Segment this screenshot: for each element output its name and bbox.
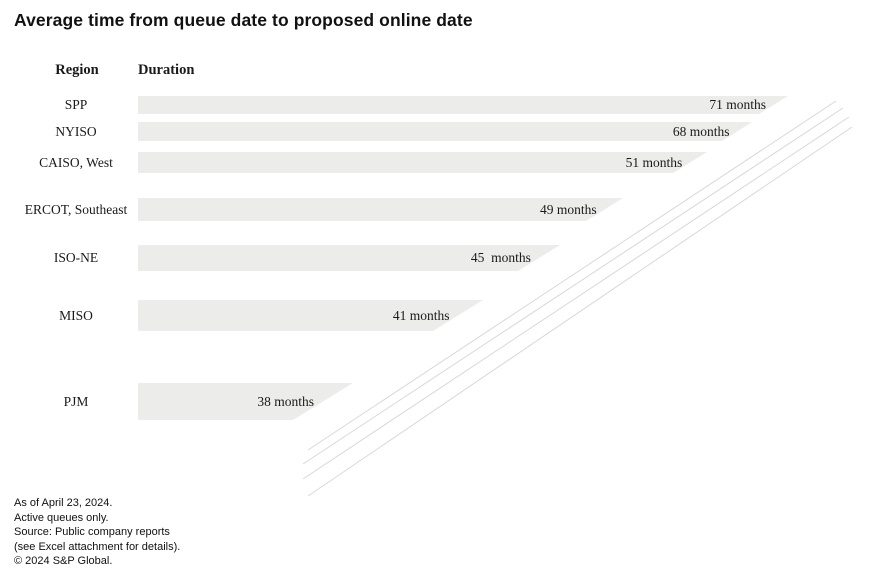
region-label: NYISO [55,124,97,139]
duration-bar: 68 months [138,122,752,141]
duration-value: 45 months [470,250,531,265]
duration-value: 49 months [540,201,597,217]
duration-value: 51 months [625,154,683,170]
duration-value: 41 months [392,307,450,323]
footnote-line: Active queues only. [14,511,109,524]
duration-value: 71 months [709,97,767,112]
duration-bar: 38 months [138,383,353,420]
region-label: CAISO, West [39,155,113,170]
region-label: MISO [59,308,93,323]
table-row: ERCOT, Southeast 49 months [12,198,852,221]
table-row: SPP 71 months [12,96,852,114]
footnote-line: (see Excel attachment for details). [14,540,181,553]
duration-value: 68 months [672,123,730,139]
duration-bar: 41 months [138,300,483,331]
footnote-line: As of April 23, 2024. [14,497,113,509]
duration-bar: 49 months [138,198,623,221]
table-row: PJM 38 months [12,383,852,420]
table-row: ISO-NE 45 months [12,245,852,271]
page-title: Average time from queue date to proposed… [14,10,473,30]
table-row: NYISO 68 months [12,122,852,141]
table-row: MISO 41 months [12,300,852,331]
duration-bar: 51 months [138,152,707,173]
region-label: ERCOT, Southeast [24,202,128,217]
column-header-duration: Duration [138,62,195,78]
region-label: SPP [64,97,88,112]
footnotes: As of April 23, 2024. Active queues only… [14,496,180,569]
region-label: PJM [63,394,89,409]
footnote-line: © 2024 S&P Global. [14,555,113,568]
region-label: ISO-NE [53,250,99,265]
duration-bar: 71 months [138,96,788,114]
footnote-line: Source: Public company reports [14,526,170,539]
duration-value: 38 months [257,393,314,409]
column-header-region: Region [55,62,99,78]
table-row: CAISO, West 51 months [12,152,852,173]
duration-bar: 45 months [138,245,560,271]
